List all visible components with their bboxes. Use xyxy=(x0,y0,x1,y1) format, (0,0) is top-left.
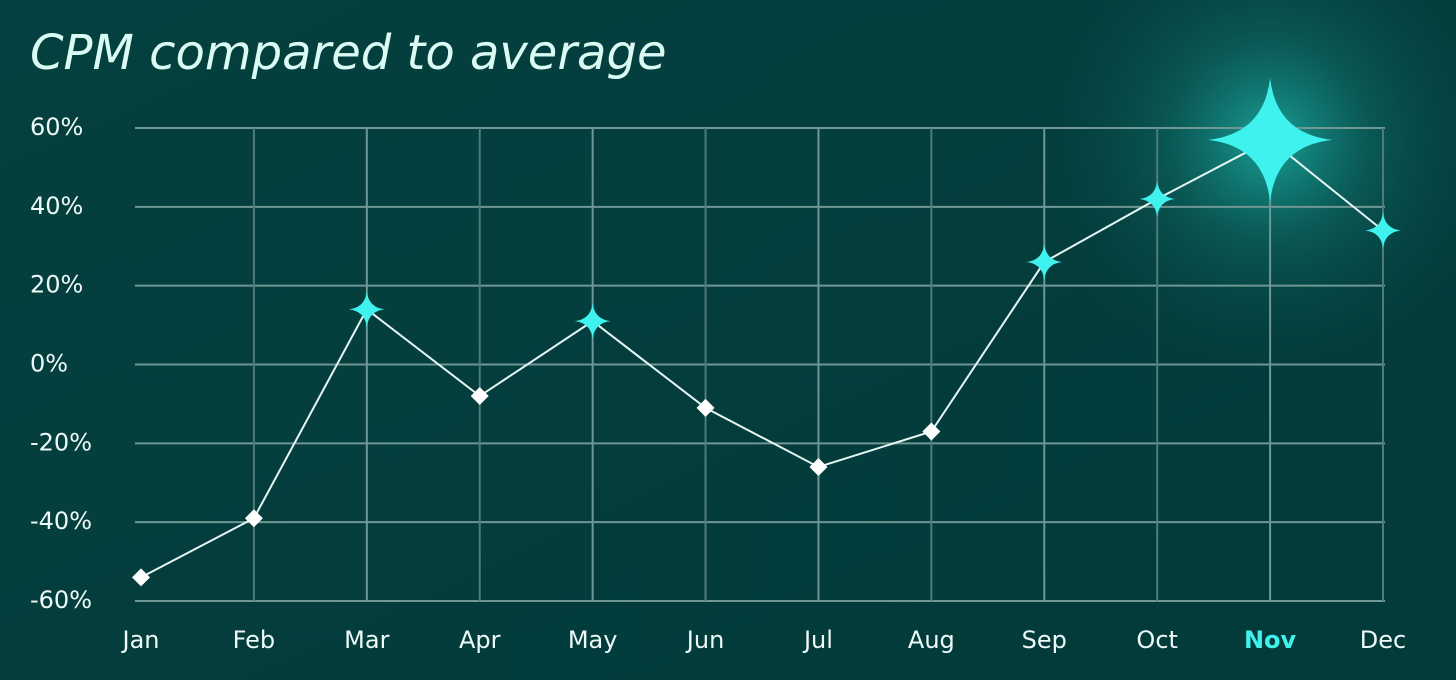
x-tick-label: Nov xyxy=(1244,626,1297,654)
marker xyxy=(132,568,150,587)
marker xyxy=(574,303,611,340)
marker xyxy=(922,422,941,441)
x-tick-label: Oct xyxy=(1136,626,1178,654)
line xyxy=(140,138,1384,579)
x-tick-label: May xyxy=(568,626,618,654)
chart-title: CPM compared to average xyxy=(30,25,666,81)
x-tick-label: Jan xyxy=(121,626,160,654)
marker xyxy=(348,291,385,328)
marker xyxy=(1026,244,1063,281)
x-tick-label: Mar xyxy=(344,626,389,654)
y-tick-label: -60% xyxy=(30,586,92,614)
y-tick-label: 60% xyxy=(30,113,83,141)
x-tick-label: Jun xyxy=(685,626,725,654)
marker xyxy=(1365,212,1401,249)
highlight-glow xyxy=(1040,0,1456,370)
x-tick-label: Dec xyxy=(1360,626,1406,654)
x-tick-label: Jul xyxy=(802,626,833,654)
marker xyxy=(1208,77,1333,202)
y-tick-label: 20% xyxy=(30,271,83,299)
x-tick-label: Feb xyxy=(233,626,276,654)
marker xyxy=(809,457,828,476)
marker xyxy=(696,398,715,417)
y-tick-label: 40% xyxy=(30,192,83,220)
y-tick-label: 0% xyxy=(30,350,68,378)
y-tick-label: -40% xyxy=(30,507,92,535)
x-tick-label: Aug xyxy=(908,626,955,654)
y-tick-label: -20% xyxy=(30,428,92,456)
marker xyxy=(470,387,489,406)
x-tick-label: Apr xyxy=(459,626,501,654)
marker xyxy=(1139,180,1176,217)
x-tick-label: Sep xyxy=(1022,626,1067,654)
marker xyxy=(244,509,263,528)
